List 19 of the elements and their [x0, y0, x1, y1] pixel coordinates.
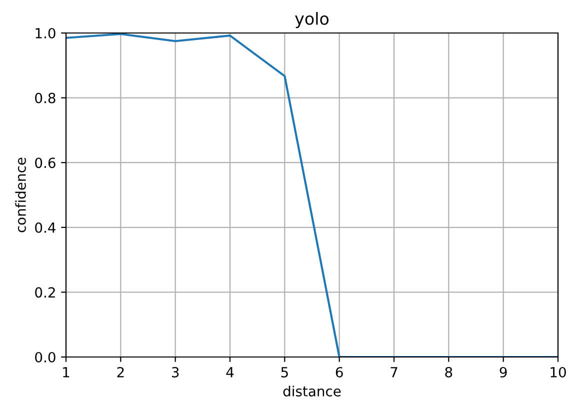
- y-tick-label: 0.6: [35, 158, 56, 168]
- y-tick-label: 0.0: [35, 352, 56, 362]
- y-axis-title: confidence: [15, 158, 26, 232]
- x-tick-label: 2: [117, 366, 124, 378]
- x-tick-label: 8: [445, 366, 452, 378]
- x-tick-label: 6: [336, 366, 343, 378]
- y-tick-label: 0.2: [35, 287, 55, 298]
- x-tick-label: 7: [390, 367, 398, 378]
- x-axis-title: distance: [283, 386, 341, 396]
- x-tick-label: 10: [550, 366, 566, 378]
- y-tick-label: 0.4: [35, 222, 56, 233]
- x-tick-label: 3: [172, 366, 179, 378]
- x-tick-label: 5: [281, 367, 288, 378]
- x-tick-label: 1: [63, 367, 70, 378]
- y-tick-label: 1.0: [36, 28, 56, 38]
- y-tick-label: 0.8: [35, 92, 56, 104]
- x-tick-label: 9: [500, 366, 507, 378]
- chart-title: yolo: [295, 12, 329, 28]
- x-tick-label: 4: [226, 367, 234, 378]
